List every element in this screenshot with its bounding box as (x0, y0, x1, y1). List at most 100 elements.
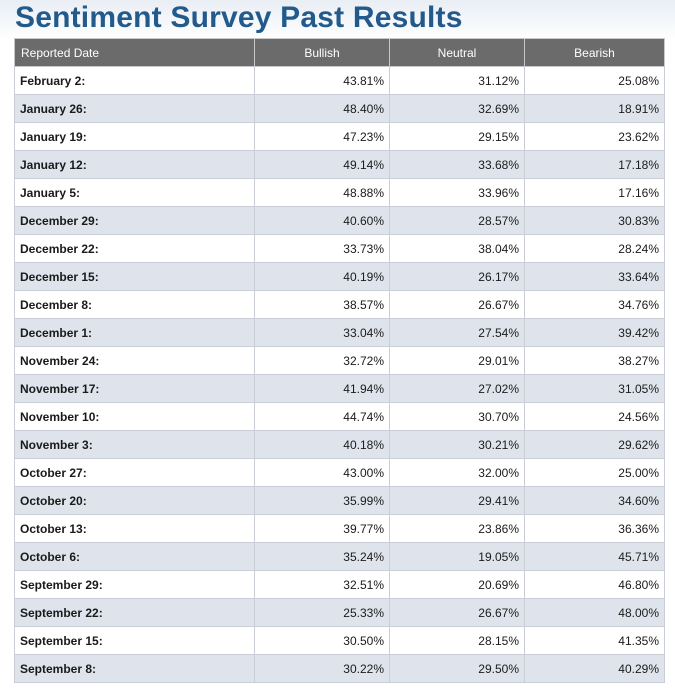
bullish-cell: 49.14% (254, 150, 390, 179)
page-title: Sentiment Survey Past Results (15, 1, 463, 34)
bullish-cell: 35.99% (254, 486, 390, 515)
sentiment-results-table: Reported Date Bullish Neutral Bearish Fe… (14, 38, 665, 683)
bullish-cell: 30.50% (254, 626, 390, 655)
bullish-cell: 43.00% (254, 458, 390, 487)
bearish-cell: 33.64% (524, 262, 665, 291)
reported-date-cell: October 27: (14, 458, 255, 487)
table-row: December 15: 40.19% 26.17% 33.64% (14, 262, 665, 291)
bearish-cell: 23.62% (524, 122, 665, 151)
table-row: January 12: 49.14% 33.68% 17.18% (14, 150, 665, 179)
table-row: December 8: 38.57% 26.67% 34.76% (14, 290, 665, 319)
bearish-cell: 48.00% (524, 598, 665, 627)
reported-date-cell: January 19: (14, 122, 255, 151)
neutral-cell: 30.21% (389, 430, 525, 459)
table-row: December 1: 33.04% 27.54% 39.42% (14, 318, 665, 347)
bearish-cell: 29.62% (524, 430, 665, 459)
bearish-cell: 41.35% (524, 626, 665, 655)
neutral-cell: 38.04% (389, 234, 525, 263)
bearish-cell: 17.16% (524, 178, 665, 207)
neutral-cell: 29.50% (389, 654, 525, 683)
neutral-cell: 28.15% (389, 626, 525, 655)
bullish-cell: 44.74% (254, 402, 390, 431)
bearish-cell: 40.29% (524, 654, 665, 683)
reported-date-cell: September 15: (14, 626, 255, 655)
table-header-row: Reported Date Bullish Neutral Bearish (14, 38, 665, 67)
reported-date-cell: September 29: (14, 570, 255, 599)
neutral-cell: 32.00% (389, 458, 525, 487)
reported-date-cell: September 8: (14, 654, 255, 683)
reported-date-cell: December 15: (14, 262, 255, 291)
bullish-cell: 35.24% (254, 542, 390, 571)
bearish-cell: 39.42% (524, 318, 665, 347)
reported-date-cell: December 8: (14, 290, 255, 319)
reported-date-cell: February 2: (14, 66, 255, 95)
reported-date-cell: January 26: (14, 94, 255, 123)
bearish-cell: 17.18% (524, 150, 665, 179)
reported-date-cell: December 1: (14, 318, 255, 347)
reported-date-cell: November 3: (14, 430, 255, 459)
column-header-bearish: Bearish (524, 38, 665, 67)
reported-date-cell: September 22: (14, 598, 255, 627)
reported-date-cell: December 29: (14, 206, 255, 235)
table-row: September 22: 25.33% 26.67% 48.00% (14, 598, 665, 627)
bearish-cell: 30.83% (524, 206, 665, 235)
reported-date-cell: January 12: (14, 150, 255, 179)
table-row: October 13: 39.77% 23.86% 36.36% (14, 514, 665, 543)
bullish-cell: 41.94% (254, 374, 390, 403)
neutral-cell: 33.68% (389, 150, 525, 179)
table-row: January 26: 48.40% 32.69% 18.91% (14, 94, 665, 123)
table-row: December 22: 33.73% 38.04% 28.24% (14, 234, 665, 263)
bullish-cell: 30.22% (254, 654, 390, 683)
table-row: September 8: 30.22% 29.50% 40.29% (14, 654, 665, 683)
neutral-cell: 33.96% (389, 178, 525, 207)
bullish-cell: 32.72% (254, 346, 390, 375)
bearish-cell: 45.71% (524, 542, 665, 571)
table-row: January 19: 47.23% 29.15% 23.62% (14, 122, 665, 151)
bullish-cell: 40.60% (254, 206, 390, 235)
table-row: September 15: 30.50% 28.15% 41.35% (14, 626, 665, 655)
bullish-cell: 38.57% (254, 290, 390, 319)
neutral-cell: 26.17% (389, 262, 525, 291)
bearish-cell: 18.91% (524, 94, 665, 123)
bullish-cell: 25.33% (254, 598, 390, 627)
reported-date-cell: October 13: (14, 514, 255, 543)
table-row: November 3: 40.18% 30.21% 29.62% (14, 430, 665, 459)
reported-date-cell: November 24: (14, 346, 255, 375)
column-header-bullish: Bullish (254, 38, 390, 67)
neutral-cell: 29.41% (389, 486, 525, 515)
neutral-cell: 19.05% (389, 542, 525, 571)
table-row: December 29: 40.60% 28.57% 30.83% (14, 206, 665, 235)
neutral-cell: 26.67% (389, 290, 525, 319)
bearish-cell: 46.80% (524, 570, 665, 599)
reported-date-cell: November 10: (14, 402, 255, 431)
bullish-cell: 32.51% (254, 570, 390, 599)
table-row: November 10: 44.74% 30.70% 24.56% (14, 402, 665, 431)
reported-date-cell: November 17: (14, 374, 255, 403)
bearish-cell: 34.76% (524, 290, 665, 319)
table-row: October 20: 35.99% 29.41% 34.60% (14, 486, 665, 515)
table-body: February 2: 43.81% 31.12% 25.08% January 26:… (14, 66, 665, 683)
neutral-cell: 20.69% (389, 570, 525, 599)
column-header-neutral: Neutral (389, 38, 525, 67)
neutral-cell: 30.70% (389, 402, 525, 431)
table-row: October 6: 35.24% 19.05% 45.71% (14, 542, 665, 571)
bearish-cell: 36.36% (524, 514, 665, 543)
table-row: November 17: 41.94% 27.02% 31.05% (14, 374, 665, 403)
neutral-cell: 28.57% (389, 206, 525, 235)
reported-date-cell: October 20: (14, 486, 255, 515)
neutral-cell: 29.15% (389, 122, 525, 151)
table-row: February 2: 43.81% 31.12% 25.08% (14, 66, 665, 95)
bearish-cell: 25.08% (524, 66, 665, 95)
bullish-cell: 48.88% (254, 178, 390, 207)
bearish-cell: 28.24% (524, 234, 665, 263)
column-header-reported-date: Reported Date (14, 38, 255, 67)
neutral-cell: 23.86% (389, 514, 525, 543)
neutral-cell: 27.54% (389, 318, 525, 347)
bullish-cell: 39.77% (254, 514, 390, 543)
table-row: October 27: 43.00% 32.00% 25.00% (14, 458, 665, 487)
neutral-cell: 32.69% (389, 94, 525, 123)
reported-date-cell: December 22: (14, 234, 255, 263)
bullish-cell: 33.73% (254, 234, 390, 263)
bullish-cell: 48.40% (254, 94, 390, 123)
